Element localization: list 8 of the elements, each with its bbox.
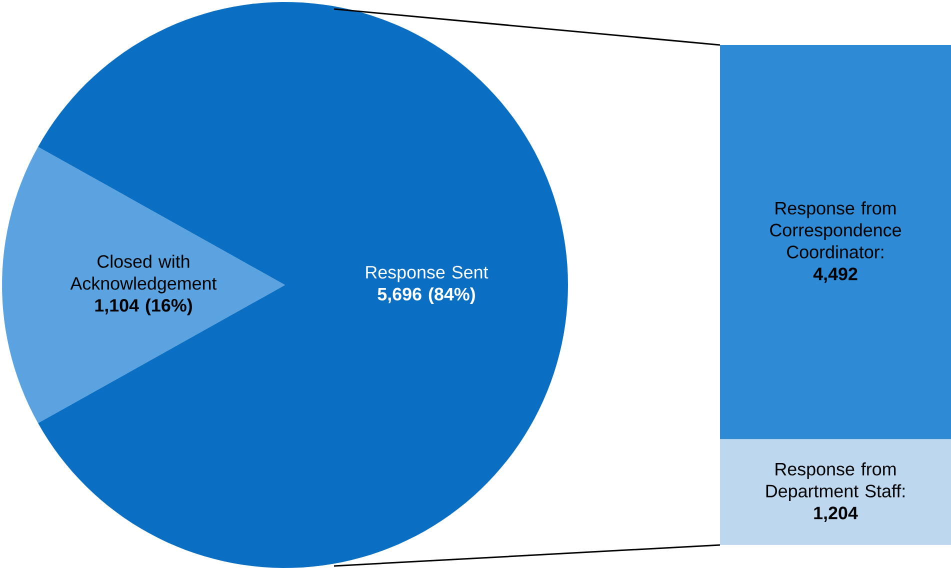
slice-label: Closed with Acknowledgement [70, 254, 217, 294]
slice-label: Response Sent [366, 266, 488, 282]
data-label: 1,204 [814, 506, 858, 522]
series-label: Response from Correspondence Coordinator: [770, 201, 901, 258]
data-label: 5,696 (84%) [378, 287, 475, 304]
data-label: 1,104 (16%) [95, 298, 192, 316]
data-label: 4,492 [813, 268, 858, 283]
series-label: Response from Department Staff: [766, 462, 904, 501]
